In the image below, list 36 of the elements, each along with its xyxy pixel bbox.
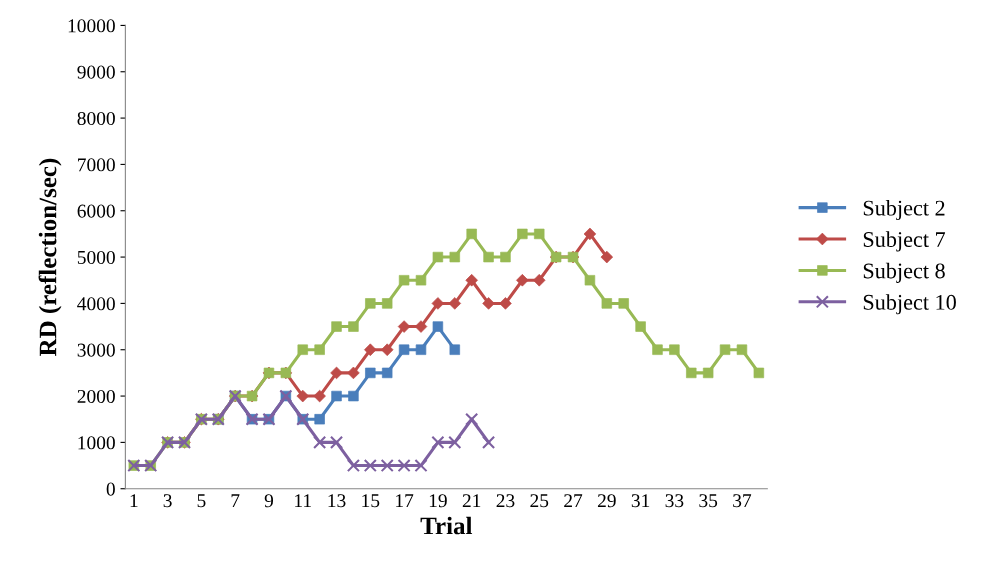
x-tick-label: 27 [564,494,583,508]
y-tick-label: 4000 [77,297,115,311]
x-tick-label: 17 [396,494,414,508]
x-tick-label: 35 [699,494,718,508]
y-tick-label: 3000 [77,343,115,357]
y-tick-label: 8000 [77,111,115,126]
y-tick-label: 6000 [77,204,115,218]
x-tick-label: 11 [295,494,311,508]
x-tick-label: 7 [231,494,240,508]
x-tick-label: 13 [328,494,346,508]
x-axis-title: Trial [420,516,473,535]
x-tick-label: 3 [163,494,172,508]
legend-label: Subject 2 [863,199,945,221]
x-tick-label: 29 [597,494,616,508]
legend-label: Subject 8 [863,262,945,283]
x-tick-label: 9 [264,494,274,508]
x-tick-label: 19 [429,494,447,508]
y-tick-label: 2000 [77,389,115,403]
x-tick-label: 31 [631,494,650,508]
legend-label: Subject 7 [863,231,946,252]
y-tick-label: 9000 [77,65,115,79]
x-tick-label: 33 [665,494,684,508]
legend-label: Subject 10 [863,294,956,315]
x-tick-label: 25 [530,494,549,508]
x-tick-label: 23 [496,494,515,508]
y-tick-label: 1000 [78,436,115,450]
x-tick-label: 15 [362,494,380,508]
x-tick-label: 21 [462,494,481,508]
y-tick-label: 10000 [68,19,115,33]
y-tick-label: 5000 [77,250,115,265]
y-tick-label: 0 [106,482,115,496]
x-tick-label: 1 [130,494,138,508]
y-axis-title: RD (reflection/sec) [38,158,62,357]
x-tick-label: 5 [197,494,206,508]
x-tick-label: 37 [733,494,752,508]
y-tick-label: 7000 [78,158,115,172]
